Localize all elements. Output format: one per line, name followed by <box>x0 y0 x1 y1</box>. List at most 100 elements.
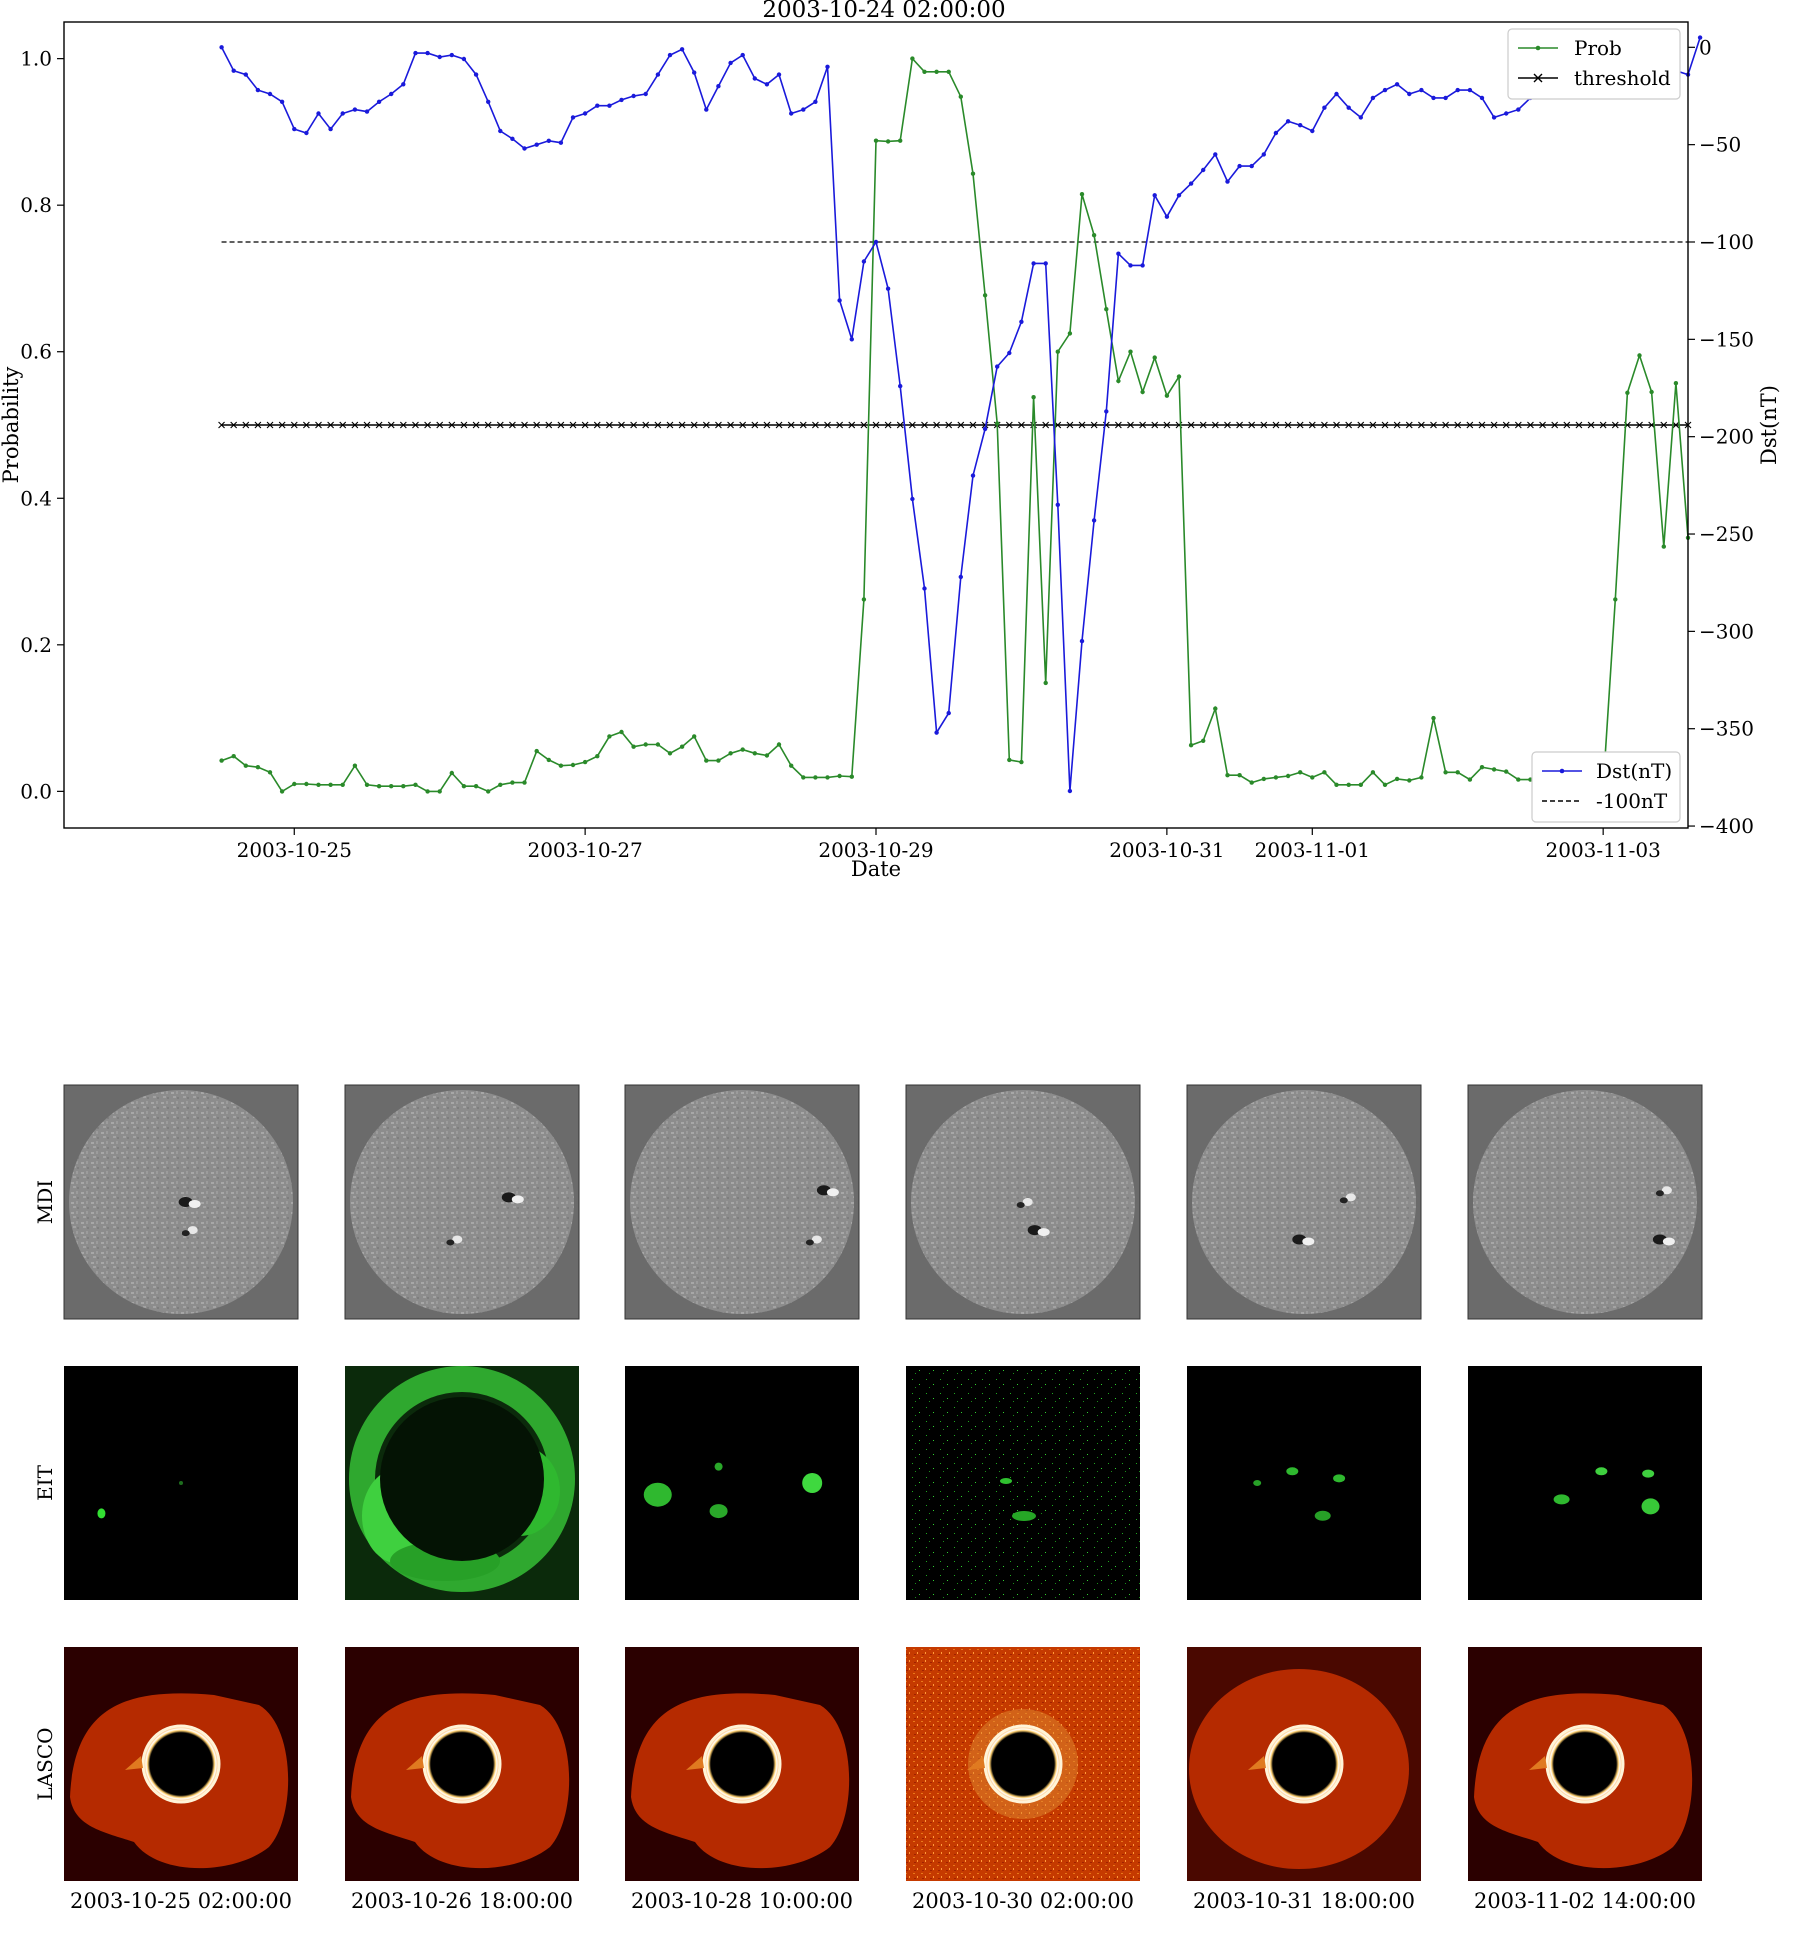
x-tick-label: 2003-10-27 <box>527 838 642 862</box>
threshold-marker <box>1066 421 1074 429</box>
threshold-marker <box>327 421 335 429</box>
point-dst-nt <box>231 68 236 73</box>
threshold-marker <box>666 421 674 429</box>
point-prob <box>340 782 345 787</box>
threshold-marker <box>351 421 359 429</box>
point-dst-nt <box>461 56 467 62</box>
point-dst-nt <box>861 259 867 264</box>
panel-lasco-4 <box>906 1647 1140 1881</box>
threshold-marker <box>1308 421 1316 429</box>
point-dst-nt <box>292 126 297 132</box>
point-dst-nt <box>1249 163 1254 169</box>
panel-mdi-1 <box>63 1084 299 1320</box>
point-dst-nt <box>946 710 951 716</box>
threshold-marker <box>521 421 528 429</box>
y-right-tick-label: −100 <box>1699 230 1754 254</box>
point-prob <box>1431 715 1436 721</box>
point-dst-nt <box>776 72 782 77</box>
threshold-marker <box>945 421 953 429</box>
panel-lasco-2 <box>345 1647 579 1881</box>
point-prob <box>486 789 491 794</box>
point-prob <box>352 763 358 768</box>
threshold-marker <box>230 421 238 429</box>
y-left-tick-label: 0.0 <box>20 779 52 803</box>
legend-dst-label: Dst(nT) <box>1596 759 1672 783</box>
chart-area: 2003-10-24 02:00:00 2003-10-25 2003-10-27… <box>0 0 1781 881</box>
point-prob <box>570 762 576 768</box>
point-prob <box>449 770 454 776</box>
threshold-marker <box>715 421 722 429</box>
point-prob <box>716 758 721 763</box>
panel-eit-1 <box>64 1366 298 1600</box>
point-dst-nt <box>1104 409 1109 414</box>
point-dst-nt <box>1188 181 1194 186</box>
point-prob <box>801 775 806 780</box>
threshold-marker <box>496 421 504 429</box>
threshold-marker <box>872 421 880 429</box>
point-dst-nt <box>1285 119 1291 124</box>
point-dst-nt <box>364 109 370 114</box>
point-dst-nt <box>1225 179 1230 184</box>
threshold-marker <box>1442 421 1449 429</box>
threshold-marker <box>1599 421 1607 429</box>
point-prob <box>1479 765 1485 770</box>
threshold-marker <box>618 421 625 429</box>
panel-mdi-2 <box>344 1084 580 1320</box>
point-prob <box>1152 355 1157 360</box>
threshold-marker <box>339 421 347 429</box>
threshold-marker <box>1587 421 1595 429</box>
point-prob <box>1201 738 1206 743</box>
point-dst-nt <box>522 146 527 151</box>
threshold-marker <box>266 421 274 429</box>
y-right-tick-label: −50 <box>1699 133 1741 157</box>
row-label-mdi: MDI <box>33 1180 57 1224</box>
point-prob <box>582 759 588 765</box>
y-left-tick-label: 0.4 <box>20 486 52 510</box>
x-tick-label: 2003-11-01 <box>1255 838 1370 862</box>
threshold-marker <box>509 421 516 429</box>
threshold-marker <box>375 421 383 429</box>
point-prob <box>1043 680 1048 686</box>
point-prob <box>1370 770 1376 775</box>
point-prob <box>328 782 333 787</box>
threshold-marker <box>860 421 868 429</box>
legend-prob-marker <box>1535 45 1541 51</box>
point-dst-nt <box>1043 261 1048 266</box>
threshold-marker <box>1502 421 1510 429</box>
point-prob <box>910 56 915 61</box>
point-prob <box>255 765 261 770</box>
point-prob <box>1625 390 1630 395</box>
point-dst-nt <box>728 60 733 66</box>
threshold-marker <box>1466 421 1474 429</box>
point-prob <box>764 753 770 758</box>
point-prob <box>1188 743 1194 748</box>
point-prob <box>631 744 636 749</box>
panel-date-label: 2003-11-02 14:00:00 <box>1474 1889 1696 1913</box>
point-dst-nt <box>995 364 1000 369</box>
point-prob <box>316 782 321 787</box>
threshold-marker <box>812 421 819 429</box>
row-labels: MDI EIT LASCO <box>33 1180 57 1801</box>
point-prob <box>304 781 309 787</box>
point-prob <box>1128 349 1133 354</box>
point-dst-nt <box>813 99 818 105</box>
point-prob <box>752 751 757 756</box>
point-prob <box>995 421 1000 426</box>
threshold-marker <box>642 421 650 429</box>
point-dst-nt <box>1261 152 1267 157</box>
point-dst-nt <box>1504 111 1509 116</box>
threshold-marker <box>654 421 662 429</box>
point-prob <box>1661 544 1667 549</box>
threshold-marker <box>763 421 771 429</box>
point-prob <box>1334 782 1339 787</box>
threshold-marker <box>1405 421 1413 429</box>
point-prob <box>1346 782 1351 787</box>
panel-date-label: 2003-10-26 18:00:00 <box>351 1889 573 1913</box>
point-dst-nt <box>1031 261 1036 266</box>
threshold-marker <box>1527 421 1534 429</box>
point-dst-nt <box>255 87 261 93</box>
threshold-marker <box>824 421 831 429</box>
y-axis-right: 0 −50 −100 −150 −200 −250 −300 −350 −400 <box>1688 35 1754 838</box>
point-dst-nt <box>570 115 576 120</box>
